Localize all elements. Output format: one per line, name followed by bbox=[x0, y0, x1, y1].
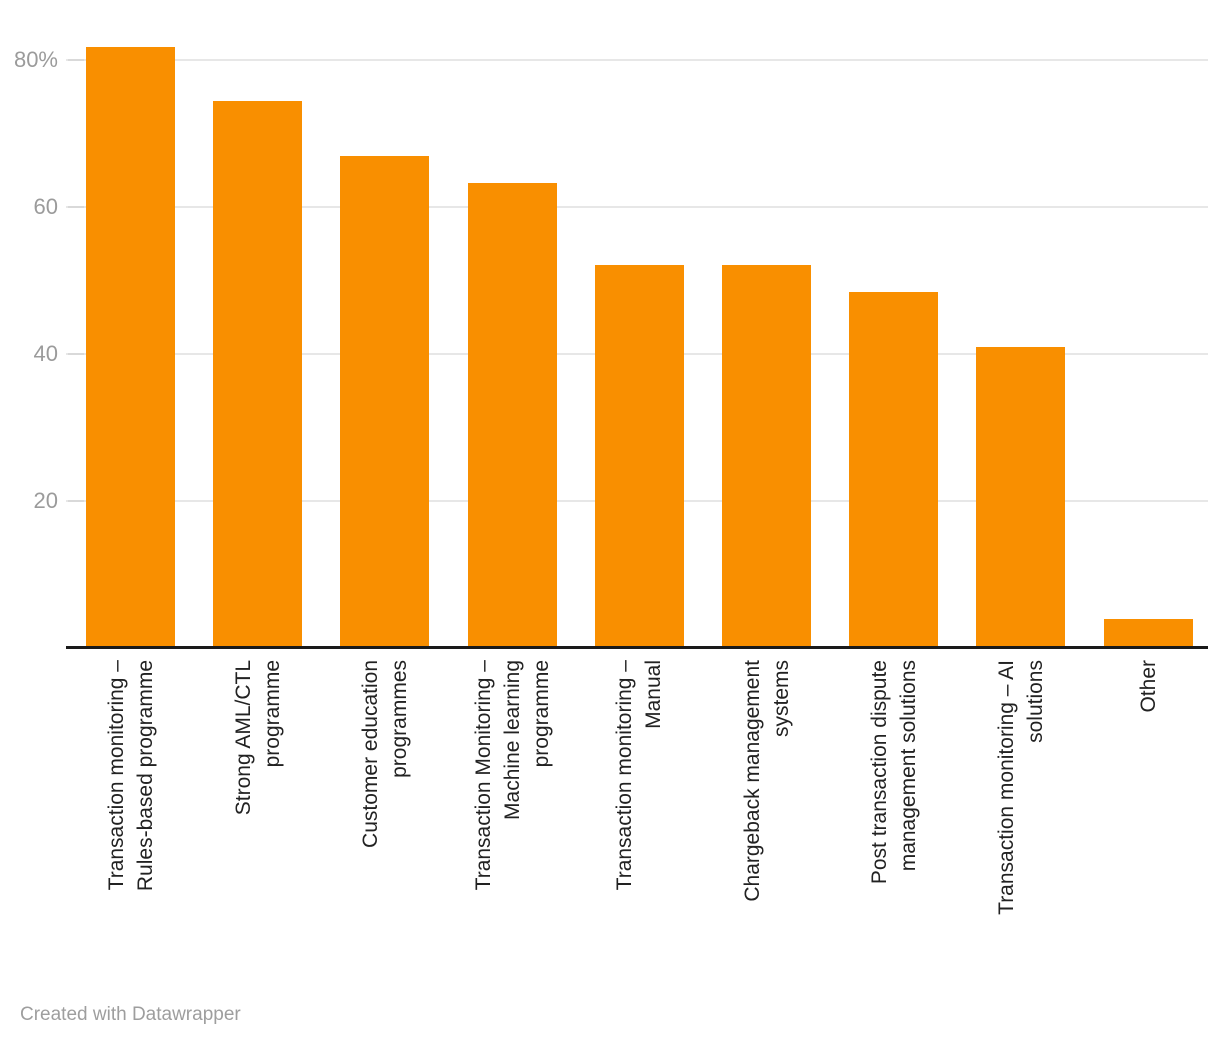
bar bbox=[722, 265, 811, 646]
y-tick-mark bbox=[68, 205, 84, 208]
x-axis-category-label: Transaction Monitoring – Machine learnin… bbox=[469, 660, 556, 960]
y-axis-tick-label: 80% bbox=[13, 46, 58, 72]
bar bbox=[849, 292, 938, 646]
x-axis-baseline bbox=[66, 646, 1208, 649]
y-axis-tick-label: 20 bbox=[33, 487, 58, 513]
x-axis-category-label-text: Customer education programmes bbox=[359, 660, 411, 848]
x-axis-category-label: Transaction monitoring – Rules-based pro… bbox=[102, 660, 160, 960]
x-axis-category-label: Chargeback management systems bbox=[738, 660, 796, 960]
bar bbox=[468, 183, 557, 646]
y-axis-tick-label: 60 bbox=[33, 193, 58, 219]
x-axis-category-label: Customer education programmes bbox=[356, 660, 414, 960]
x-axis-category-label: Post transaction dispute management solu… bbox=[865, 660, 923, 960]
x-axis-category-label-text: Other bbox=[1137, 660, 1160, 713]
x-axis-category-label: Transaction monitoring – Manual bbox=[610, 660, 668, 960]
bar bbox=[976, 347, 1065, 646]
bar bbox=[86, 47, 175, 646]
datawrapper-credit-link[interactable]: Created with Datawrapper bbox=[20, 1004, 241, 1025]
bar bbox=[595, 265, 684, 646]
x-axis-category-label-text: Strong AML/CTL programme bbox=[232, 660, 284, 816]
y-tick-mark bbox=[68, 352, 84, 355]
x-axis-category-label-text: Transaction monitoring – Rules-based pro… bbox=[105, 660, 157, 892]
x-axis-category-label-text: Post transaction dispute management solu… bbox=[868, 660, 920, 885]
y-gridline bbox=[66, 205, 1208, 208]
y-tick-mark bbox=[68, 499, 84, 502]
x-axis-category-label-text: Transaction monitoring – Manual bbox=[613, 660, 665, 891]
x-axis-category-label-text: Chargeback management systems bbox=[741, 660, 793, 902]
x-axis-category-label: Transaction monitoring – AI solutions bbox=[992, 660, 1050, 960]
y-gridline bbox=[66, 58, 1208, 61]
bar bbox=[340, 156, 429, 646]
x-axis-category-label: Strong AML/CTL programme bbox=[229, 660, 287, 960]
plot-area: 80% 60 40 20 bbox=[13, 46, 1208, 649]
x-axis-category-label-text: Transaction Monitoring – Machine learnin… bbox=[472, 660, 553, 891]
bar bbox=[213, 101, 302, 646]
y-axis-tick-label: 40 bbox=[33, 340, 58, 366]
y-tick-mark bbox=[68, 58, 84, 61]
bar bbox=[1104, 619, 1193, 646]
x-axis-category-label: Other bbox=[1134, 660, 1163, 960]
x-axis-category-label-text: Transaction monitoring – AI solutions bbox=[995, 660, 1047, 915]
